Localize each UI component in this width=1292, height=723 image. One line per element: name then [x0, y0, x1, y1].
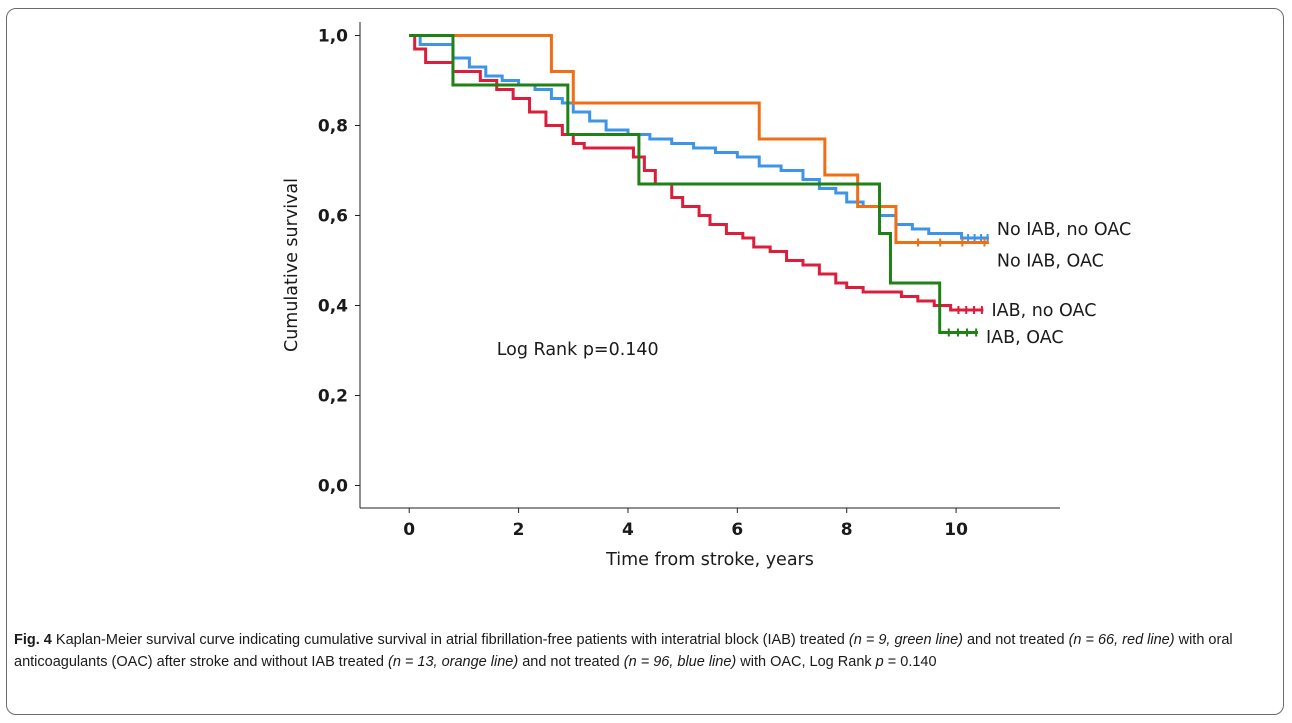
series-label: IAB, no OAC: [991, 301, 1096, 321]
figure-frame: [6, 8, 1284, 715]
caption-segment: and not treated: [962, 632, 1069, 648]
figure-caption: Fig. 4 Kaplan-Meier survival curve indic…: [14, 630, 1276, 673]
x-tick-label: 6: [731, 520, 743, 540]
caption-segment: (n = 96, blue line): [623, 653, 737, 670]
caption-segment: with oral anticoagulants (OAC) after str…: [14, 632, 1233, 670]
caption-text: Kaplan-Meier survival curve indicating c…: [14, 632, 1233, 670]
y-tick-label: 0,4: [318, 297, 348, 317]
y-axis-label: Cumulative survival: [282, 178, 302, 352]
caption-segment: (n = 9, green line): [848, 632, 963, 648]
x-tick-label: 0: [403, 520, 415, 540]
caption-segment: (n = 13, orange line): [387, 653, 519, 670]
y-tick-label: 0,0: [318, 477, 348, 497]
caption-segment: p: [875, 653, 884, 670]
km-survival-chart: 0,0 0,2 0,4 0,6 0,8 1,0 0 2 4 6 8 10 Time from strok…: [282, 22, 1132, 570]
figure-label: Fig. 4: [14, 632, 52, 648]
series-line: [409, 34, 989, 244]
series-label: No IAB, OAC: [997, 252, 1104, 272]
caption-segment: (n = 66, red line): [1068, 632, 1175, 648]
chart-labels-layer: Log Rank p=0.140 No IAB, no OAC No IAB, OA…: [497, 220, 1132, 360]
x-tick-label: 2: [513, 520, 525, 540]
log-rank-annotation: Log Rank p=0.140: [497, 340, 659, 360]
x-tick-label: 10: [944, 520, 968, 540]
caption-segment: Kaplan-Meier survival curve indicating c…: [51, 632, 849, 648]
y-tick-label: 0,6: [318, 207, 348, 227]
x-tick-label: 4: [622, 520, 634, 540]
y-tick-label: 0,2: [318, 387, 348, 407]
series-line: [409, 34, 984, 312]
chart-series-layer: [409, 34, 989, 337]
caption-segment: with OAC, Log Rank: [736, 653, 876, 670]
y-tick-label: 0,8: [318, 117, 348, 137]
series-line: [409, 34, 978, 334]
series-label: No IAB, no OAC: [997, 220, 1131, 240]
caption-segment: = 0.140: [883, 653, 937, 670]
series-label: IAB, OAC: [986, 328, 1064, 348]
x-tick-label: 8: [841, 520, 853, 540]
caption-segment: and not treated: [518, 653, 624, 670]
x-axis-label: Time from stroke, years: [605, 550, 814, 570]
chart-axes: 0,0 0,2 0,4 0,6 0,8 1,0 0 2 4 6 8 10 Time from strok…: [282, 22, 1060, 570]
y-tick-label: 1,0: [318, 27, 348, 47]
